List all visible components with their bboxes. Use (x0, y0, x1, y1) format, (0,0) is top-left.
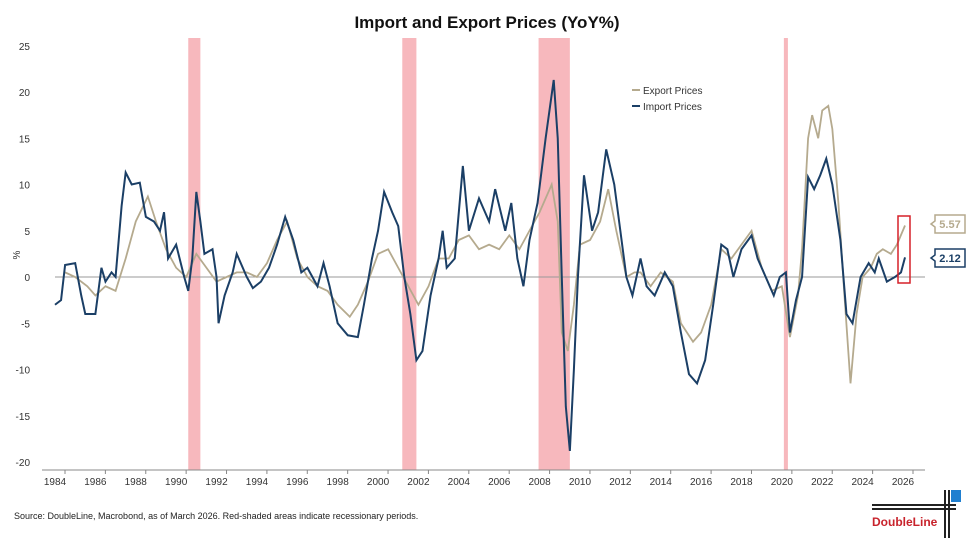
highlight-box (897, 215, 911, 284)
y-tick-label: 5 (24, 227, 30, 238)
x-tick-label: 1998 (327, 477, 350, 488)
y-tick-label: 10 (19, 181, 31, 192)
x-tick-label: 2002 (407, 477, 430, 488)
doubleline-logo: DoubleLine (870, 490, 970, 540)
x-tick-label: 2004 (448, 477, 471, 488)
legend-label: Import Prices (643, 102, 702, 113)
x-tick-label: 1986 (84, 477, 107, 488)
recession-band (402, 38, 417, 470)
recession-band (188, 38, 201, 470)
y-tick-label: -20 (16, 458, 31, 469)
x-tick-label: 1996 (286, 477, 309, 488)
end-value-label: 2.12 (939, 253, 960, 265)
end-value-callout (929, 248, 966, 268)
x-tick-label: 2016 (690, 477, 713, 488)
x-tick-label: 1988 (125, 477, 148, 488)
chart-title: Import and Export Prices (YoY%) (354, 13, 620, 32)
x-tick-label: 2018 (730, 477, 753, 488)
recession-band (783, 38, 788, 470)
series-line-import (54, 79, 906, 451)
y-tick-label: -15 (16, 412, 31, 423)
series-line-export (64, 104, 906, 384)
x-tick-label: 2024 (851, 477, 874, 488)
source-note: Source: DoubleLine, Macrobond, as of Mar… (14, 511, 419, 521)
x-tick-label: 2008 (528, 477, 551, 488)
x-tick-label: 1992 (205, 477, 228, 488)
x-tick-label: 1990 (165, 477, 188, 488)
y-tick-label: 20 (19, 88, 31, 99)
x-tick-label: 2020 (771, 477, 794, 488)
end-value-callout (929, 214, 966, 234)
end-value-label: 5.57 (939, 219, 960, 231)
y-axis-label: % (12, 250, 23, 259)
y-tick-label: 0 (24, 273, 30, 284)
y-tick-label: -10 (16, 366, 31, 377)
x-tick-label: 2014 (650, 477, 673, 488)
x-tick-label: 1994 (246, 477, 269, 488)
x-tick-label: 2012 (609, 477, 632, 488)
x-tick-label: 2000 (367, 477, 390, 488)
x-tick-label: 2006 (488, 477, 511, 488)
x-tick-label: 2026 (892, 477, 915, 488)
x-tick-label: 2010 (569, 477, 592, 488)
y-tick-label: 15 (19, 134, 31, 145)
x-tick-label: 2022 (811, 477, 834, 488)
y-tick-label: -5 (21, 319, 30, 330)
y-tick-label: 25 (19, 42, 31, 53)
legend-label: Export Prices (643, 86, 702, 97)
x-tick-label: 1984 (44, 477, 67, 488)
